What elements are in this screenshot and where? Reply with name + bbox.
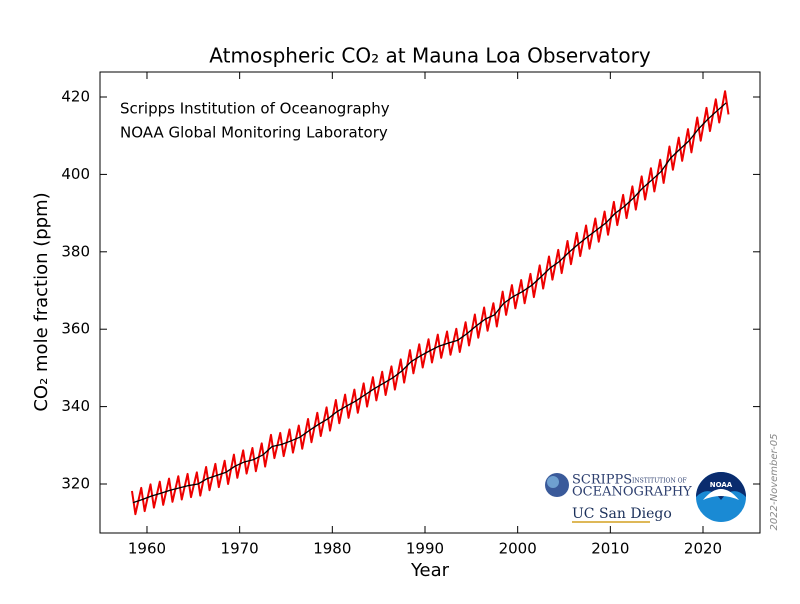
logo-text: SCRIPPS [572, 473, 632, 488]
x-tick-label: 1960 [128, 540, 166, 558]
chart-title: Atmospheric CO₂ at Mauna Loa Observatory [209, 44, 651, 68]
logo-top [696, 472, 746, 500]
logo-globe-highlight [547, 476, 559, 488]
plot-frame [99, 71, 761, 534]
logo-text: UC San Diego [572, 506, 672, 522]
x-tick-label: 1970 [221, 540, 259, 558]
data-line [130, 90, 730, 516]
x-tick-label: 1980 [313, 540, 351, 558]
y-tick-label: 340 [61, 397, 90, 415]
x-tick-label: 2020 [684, 540, 722, 558]
logo-text: INSTITUTION OF [632, 478, 687, 485]
logo-text: OCEANOGRAPHY [572, 485, 692, 500]
logo-text: NOAA [710, 481, 733, 489]
x-tick-label: 2000 [499, 540, 537, 558]
noaa-logo: NOAA [696, 472, 746, 522]
y-tick-label: 320 [61, 475, 90, 493]
annotation: NOAA Global Monitoring Laboratory [120, 124, 388, 142]
date-label: 2022-November-05 [769, 434, 780, 531]
scripps-logo: SCRIPPS INSTITUTION OF OCEANOGRAPHY UC S… [545, 473, 692, 523]
logo-bird [703, 489, 739, 500]
y-tick-label: 380 [61, 242, 90, 260]
y-tick-label: 400 [61, 165, 90, 183]
x-tick-label: 2010 [591, 540, 629, 558]
annotation: Scripps Institution of Oceanography [120, 100, 390, 118]
data-line [132, 102, 727, 504]
x-tick-label: 1990 [406, 540, 444, 558]
x-axis-label: Year [410, 560, 450, 581]
y-axis-label: CO₂ mole fraction (ppm) [31, 192, 52, 411]
y-tick-label: 360 [61, 320, 90, 338]
y-tick-label: 420 [61, 88, 90, 106]
